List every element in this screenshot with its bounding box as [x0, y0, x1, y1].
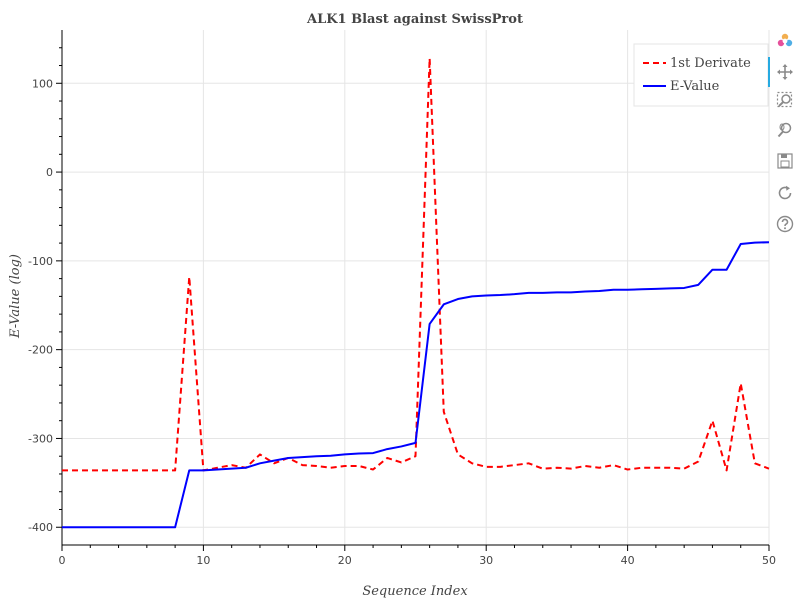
series-layer [62, 57, 770, 529]
legend-box [633, 43, 769, 107]
legend-label-1st-derivate: 1st Derivate [670, 56, 751, 71]
grid [61, 30, 770, 545]
y-tick-label: -100 [28, 255, 53, 268]
legend: 1st Derivate E-Value [633, 43, 769, 107]
y-tick-label: 0 [46, 166, 53, 179]
pan-tool-active-indicator [768, 57, 770, 87]
x-tick-label: 30 [479, 554, 493, 567]
x-tick-label: 50 [762, 554, 776, 567]
chart-title: ALK1 Blast against SwissProt [306, 12, 523, 27]
wheel-zoom-icon[interactable] [774, 119, 796, 141]
reset-icon[interactable] [774, 182, 796, 204]
axes: 0 10 20 30 40 50 -400 -300 -200 -100 0 100 [28, 30, 776, 567]
toolbar [768, 30, 800, 270]
help-icon[interactable] [774, 213, 796, 235]
y-tick-label: 100 [32, 77, 53, 90]
x-axis-label: Sequence Index [362, 584, 468, 599]
x-tick-label: 0 [59, 554, 66, 567]
legend-label-e-value: E-Value [670, 79, 720, 94]
series-line-e-value [62, 241, 770, 529]
bokeh-logo-icon[interactable] [774, 30, 796, 52]
x-tick-label: 40 [621, 554, 635, 567]
y-tick-label: -200 [28, 344, 53, 357]
y-tick-label: -400 [28, 521, 53, 534]
pan-icon[interactable] [774, 61, 796, 83]
save-icon[interactable] [774, 150, 796, 172]
y-axis-label: E-Value (log) [8, 254, 23, 339]
y-tick-label: -300 [28, 432, 53, 445]
x-tick-label: 10 [196, 554, 210, 567]
box-zoom-icon[interactable] [774, 89, 796, 111]
x-tick-label: 20 [338, 554, 352, 567]
series-line-1st-derivate [62, 57, 770, 472]
